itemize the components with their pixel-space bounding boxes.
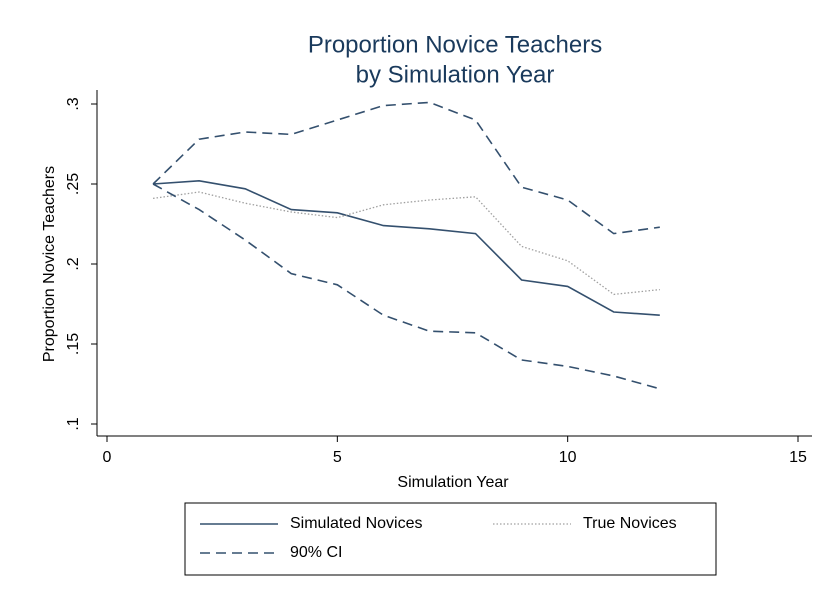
series-line bbox=[152, 191, 660, 296]
y-tick-label: .15 bbox=[65, 333, 82, 355]
series-line bbox=[152, 183, 661, 390]
y-tick-label: .2 bbox=[65, 257, 82, 270]
chart-title: by Simulation Year bbox=[356, 61, 555, 88]
x-axis-title: Simulation Year bbox=[397, 474, 509, 491]
x-tick-label: 15 bbox=[789, 449, 807, 466]
y-tick-label: .1 bbox=[65, 417, 82, 430]
x-tick-label: 10 bbox=[559, 449, 577, 466]
series-line bbox=[153, 179, 660, 316]
y-tick-label: .25 bbox=[65, 173, 82, 195]
y-axis-title: Proportion Novice Teachers bbox=[41, 166, 58, 362]
y-tick-label: .3 bbox=[65, 97, 82, 110]
chart-title: Proportion Novice Teachers bbox=[308, 31, 602, 58]
legend-label: True Novices bbox=[583, 515, 677, 532]
x-tick-label: 5 bbox=[333, 449, 342, 466]
series-line bbox=[152, 101, 660, 235]
legend-label: 90% CI bbox=[290, 544, 342, 561]
legend-label: Simulated Novices bbox=[290, 515, 423, 532]
legend-box bbox=[184, 502, 717, 576]
x-tick-label: 0 bbox=[103, 449, 112, 466]
